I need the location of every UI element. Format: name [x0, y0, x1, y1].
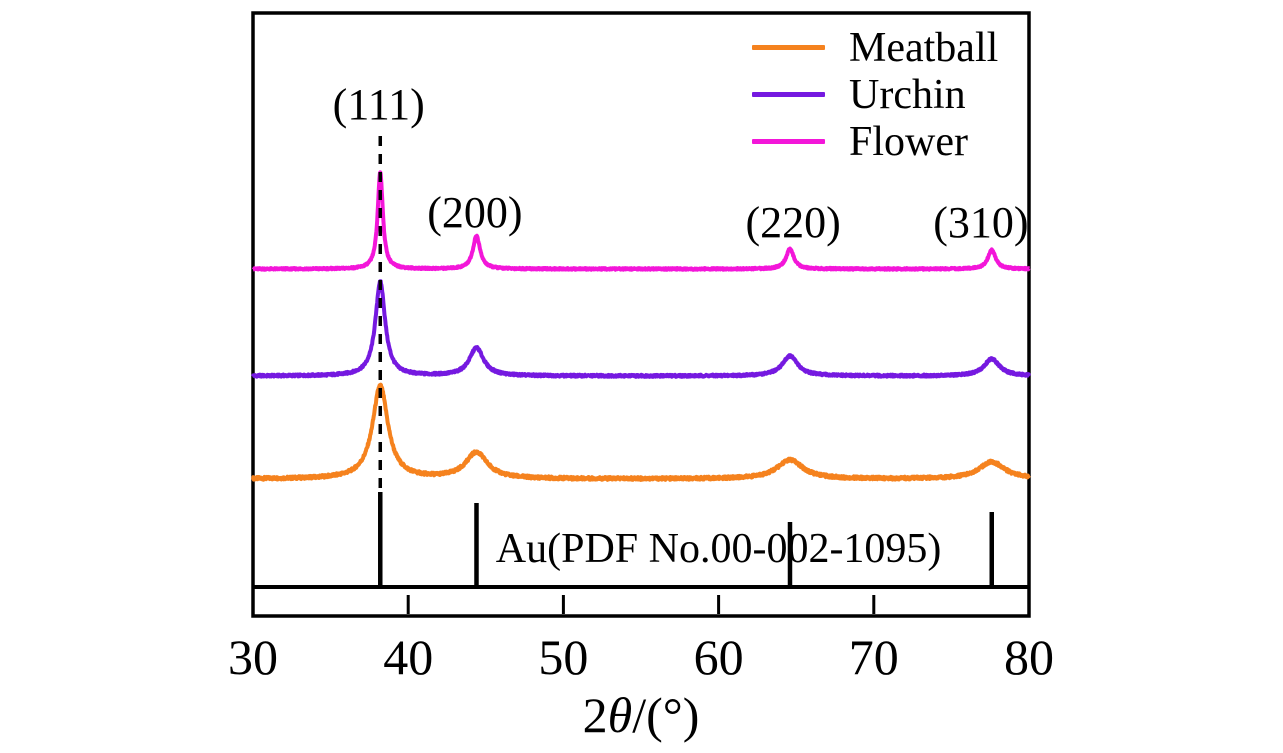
x-axis-title-theta: θ: [607, 687, 633, 743]
x-tick-label-40: 40: [383, 629, 434, 685]
trace-meatball: [251, 382, 1031, 482]
peak-label-200: (200): [427, 188, 523, 237]
x-axis-title: 2θ/(°): [583, 688, 700, 743]
trace-urchin: [251, 279, 1031, 379]
reference-pattern-label: Au(PDF No.00-002-1095): [495, 526, 942, 572]
x-tick-label-60: 60: [693, 629, 744, 685]
legend-item-urchin: Urchin: [752, 71, 998, 118]
legend: Meatball Urchin Flower: [752, 24, 998, 165]
legend-line-meatball: [752, 45, 825, 50]
peak-label-220: (220): [745, 198, 841, 247]
x-tick-label-50: 50: [538, 629, 589, 685]
legend-line-urchin: [752, 92, 825, 97]
legend-line-flower: [752, 139, 825, 144]
x-tick-label-70: 70: [848, 629, 899, 685]
x-tick-label-80: 80: [1004, 629, 1054, 685]
peak-label-310: (310): [933, 198, 1029, 247]
legend-item-meatball: Meatball: [752, 24, 998, 71]
legend-label-urchin: Urchin: [849, 71, 966, 118]
trace-flower: [251, 170, 1031, 272]
x-axis-title-prefix: 2: [582, 687, 608, 743]
legend-label-meatball: Meatball: [849, 24, 999, 71]
x-axis-title-suffix: /(°): [632, 687, 700, 743]
legend-label-flower: Flower: [849, 118, 968, 165]
x-tick-label-30: 30: [228, 629, 278, 685]
x-axis-tick-labels: 30 40 50 60 70 80: [0, 632, 1283, 688]
peak-label-111: (111): [332, 80, 425, 129]
legend-item-flower: Flower: [752, 118, 998, 165]
